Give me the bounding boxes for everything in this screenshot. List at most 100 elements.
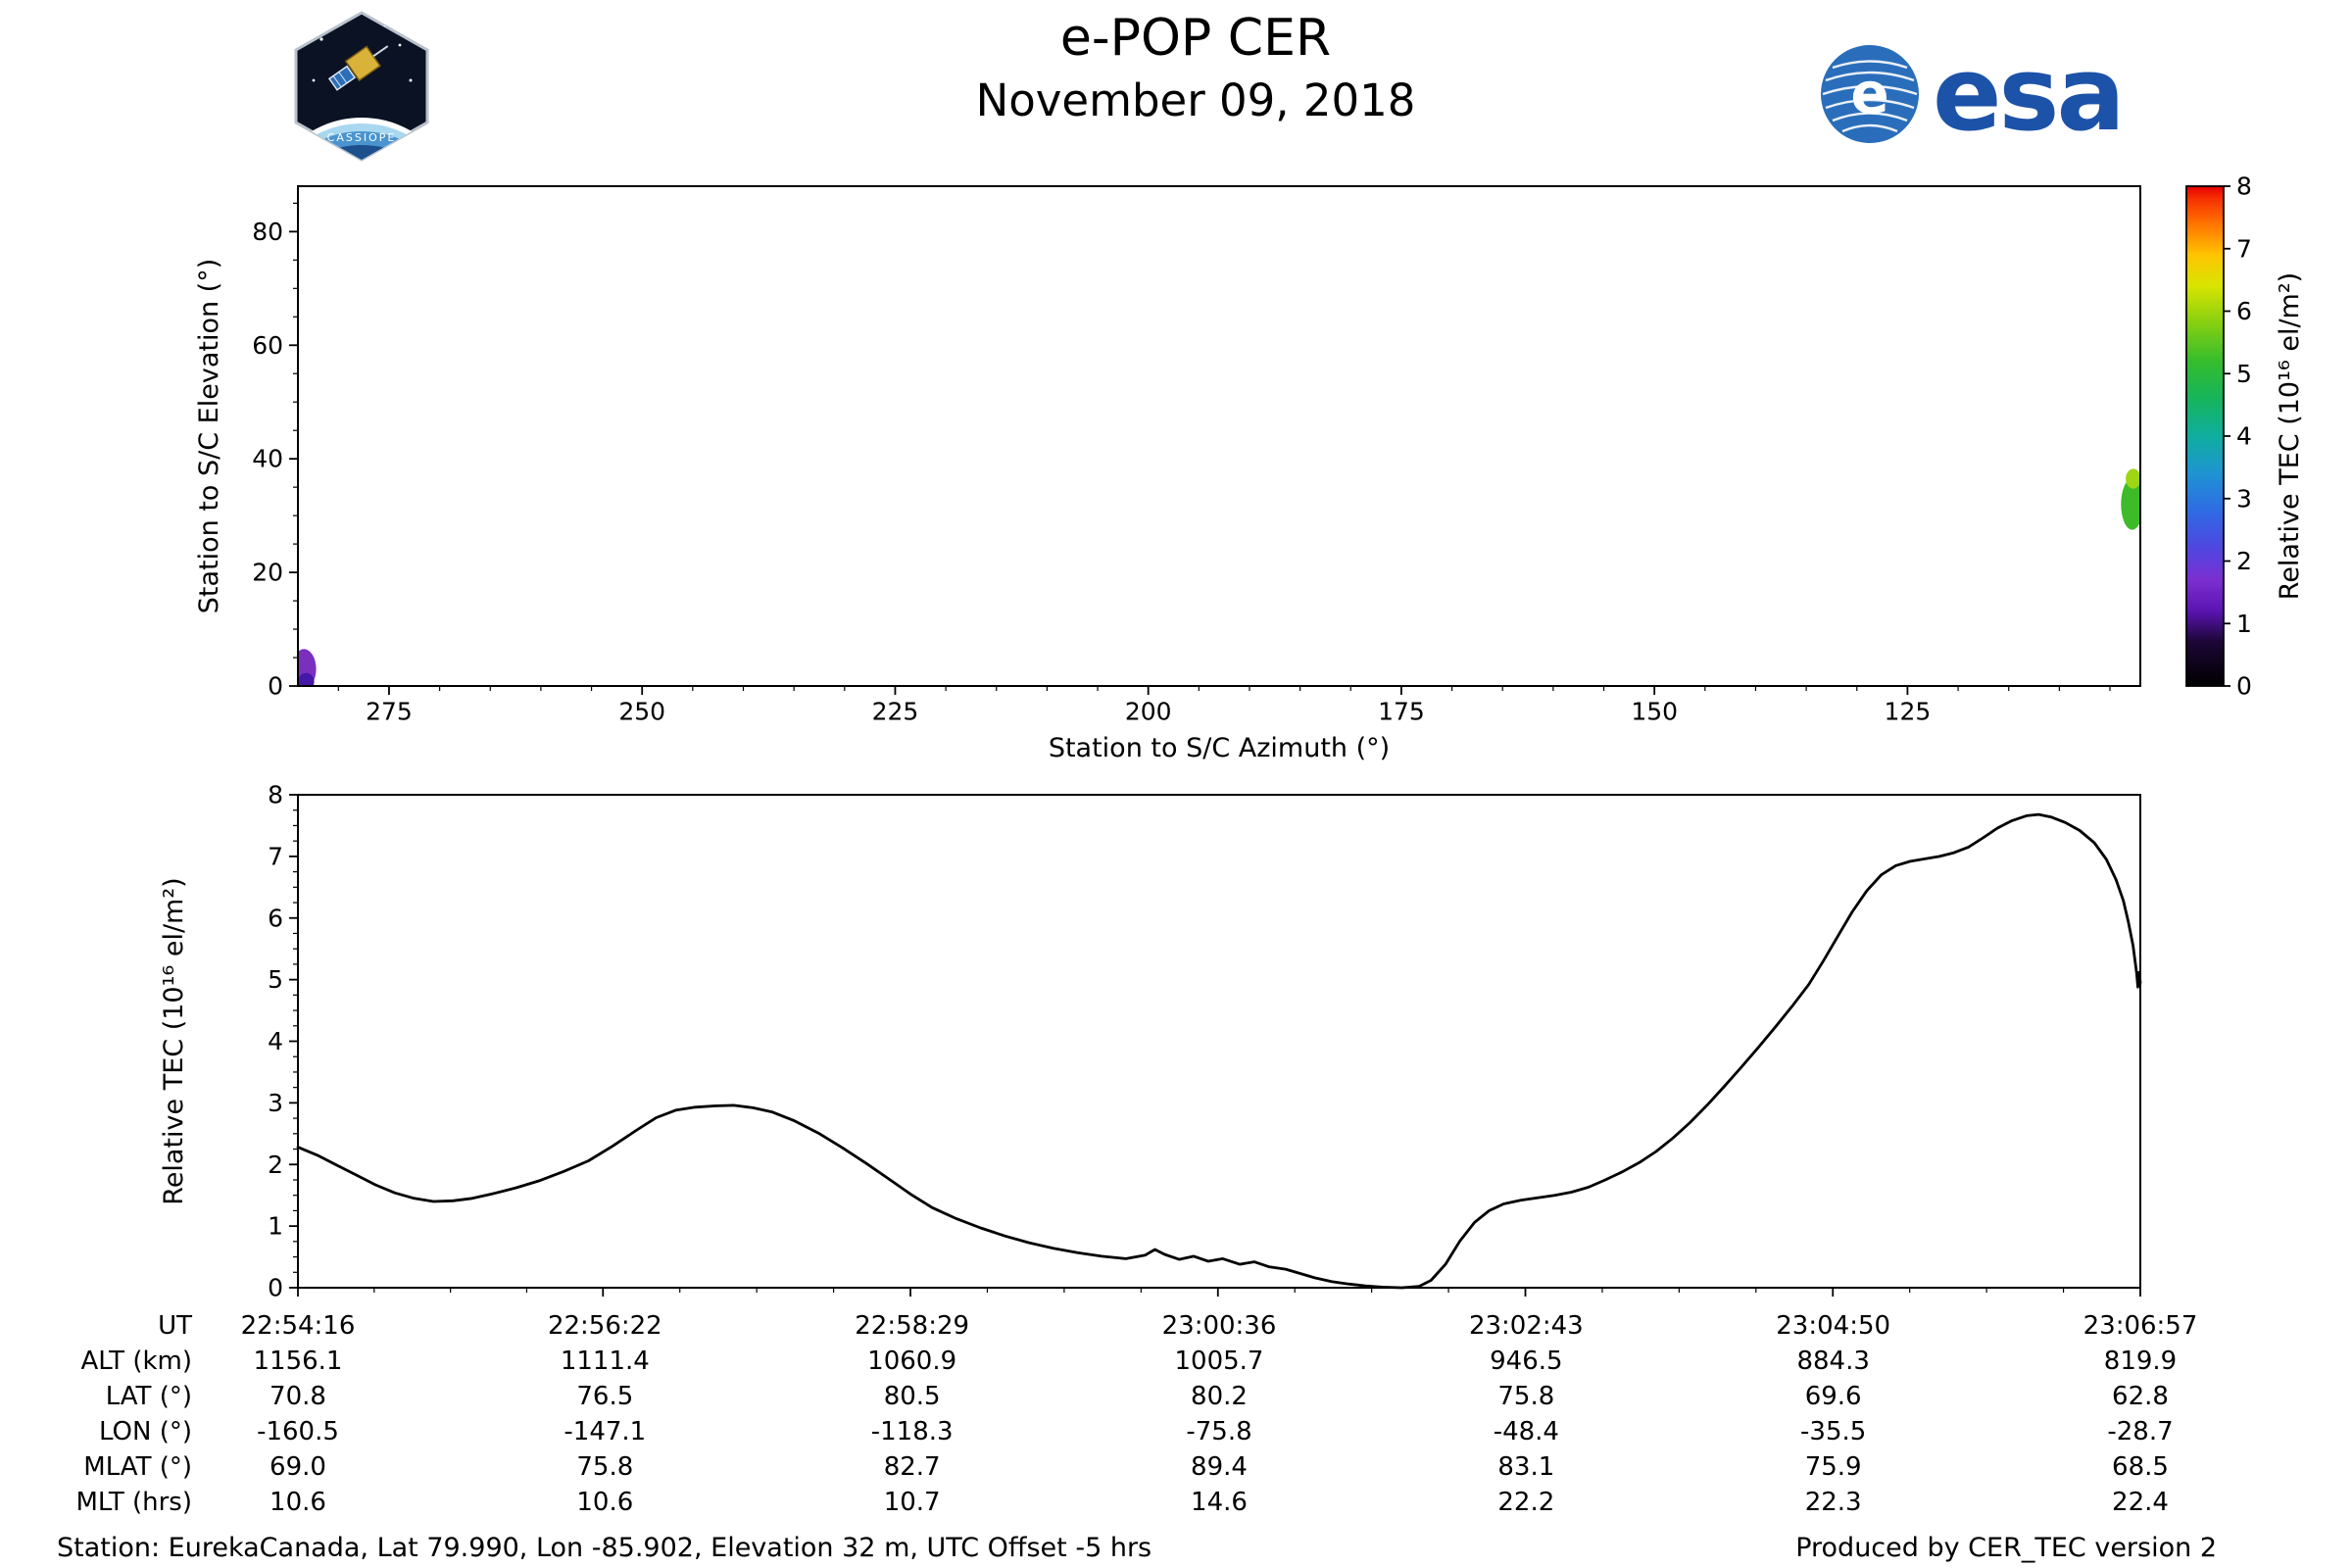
header: e-POP CER November 09, 2018 bbox=[0, 12, 2352, 123]
axis-table-cell-lat-3: 80.2 bbox=[1191, 1382, 1248, 1411]
esa-globe-e: e bbox=[1850, 60, 1888, 126]
colorbar-tick-label: 8 bbox=[2236, 172, 2252, 201]
axis-table-cell-mlat-4: 83.1 bbox=[1497, 1452, 1555, 1482]
axis-table-cell-lon-1: -147.1 bbox=[564, 1417, 647, 1446]
esa-logo: e esa bbox=[1819, 33, 2126, 154]
page-date: November 09, 2018 bbox=[975, 74, 1416, 126]
cassiope-mission-patch: CASSIOPE bbox=[294, 11, 429, 162]
bottom-plot-y-tick-label: 3 bbox=[268, 1089, 283, 1117]
cassiope-satellite-illustration bbox=[327, 45, 389, 91]
bottom-plot-y-tick-label: 2 bbox=[268, 1151, 283, 1179]
axis-table-cell-ut-1: 22:56:22 bbox=[547, 1311, 662, 1341]
esa-globe-icon: e bbox=[1821, 45, 1919, 143]
bottom-plot-ylabel: Relative TEC (10¹⁶ el/m²) bbox=[159, 877, 189, 1204]
top-plot-x-tick-label: 225 bbox=[872, 697, 919, 725]
page-title: e-POP CER bbox=[1059, 9, 1332, 68]
bottom-plot-frame bbox=[297, 794, 2141, 1289]
bottom-plot-y-tick-label: 5 bbox=[268, 965, 283, 994]
top-plot-y-tick-label: 0 bbox=[268, 672, 283, 701]
elevation-azimuth-plot: 275 250 225 200 175 150 125 0 20 40 60 80 Station to… bbox=[194, 185, 2141, 763]
colorbar-tick-label: 3 bbox=[2236, 484, 2252, 513]
colorbar-tick-label: 2 bbox=[2236, 547, 2252, 575]
axis-table-cell-lon-6: -28.7 bbox=[2107, 1417, 2174, 1446]
axis-table-cell-lat-4: 75.8 bbox=[1497, 1382, 1555, 1411]
top-plot-x-tick-label: 125 bbox=[1885, 697, 1932, 725]
sky-track-mark-1 bbox=[298, 672, 315, 686]
axis-table-cell-mlat-6: 68.5 bbox=[2112, 1452, 2169, 1482]
axis-table-cell-alt-6: 819.9 bbox=[2103, 1347, 2178, 1376]
bottom-plot-y-tick-label: 7 bbox=[268, 842, 283, 870]
colorbar-tick-label: 0 bbox=[2236, 672, 2252, 701]
sky-track-mark-2 bbox=[2121, 478, 2140, 530]
colorbar-tick-label: 4 bbox=[2236, 422, 2252, 451]
station-info: Station: EurekaCanada, Lat 79.990, Lon -… bbox=[57, 1533, 1152, 1563]
axis-table-cell-ut-0: 22:54:16 bbox=[240, 1311, 356, 1341]
axis-table-cell-alt-2: 1060.9 bbox=[867, 1347, 957, 1376]
axis-table-row-label-lon: LON (°) bbox=[98, 1417, 192, 1446]
axis-table-row-label-alt: ALT (km) bbox=[80, 1347, 192, 1376]
axis-table-cell-lat-2: 80.5 bbox=[883, 1382, 941, 1411]
colorbar-gradient bbox=[2185, 185, 2225, 687]
axis-table-cell-lon-2: -118.3 bbox=[870, 1417, 954, 1446]
axis-table-cell-mlat-3: 89.4 bbox=[1191, 1452, 1248, 1482]
axis-table-cell-mlt-6: 22.4 bbox=[2112, 1488, 2169, 1517]
axis-table-cell-ut-3: 23:00:36 bbox=[1161, 1311, 1277, 1341]
axis-table-cell-mlt-5: 22.3 bbox=[1804, 1488, 1862, 1517]
top-plot-y-ticks: 0 20 40 60 80 bbox=[252, 202, 298, 701]
sky-track-marks bbox=[298, 468, 2140, 686]
axis-table-cell-lat-0: 70.8 bbox=[270, 1382, 326, 1411]
bottom-plot-y-tick-label: 4 bbox=[268, 1027, 283, 1055]
top-plot-y-tick-label: 20 bbox=[252, 559, 283, 587]
axis-table-cell-mlt-4: 22.2 bbox=[1497, 1488, 1555, 1517]
axis-table-cell-lon-5: -35.5 bbox=[1800, 1417, 1867, 1446]
axis-table-cell-mlat-2: 82.7 bbox=[883, 1452, 941, 1482]
sky-track-mark-3 bbox=[2126, 468, 2140, 489]
axis-table-row-label-ut: UT bbox=[158, 1311, 192, 1341]
top-plot-x-tick-label: 175 bbox=[1378, 697, 1425, 725]
bottom-plot-y-tick-label: 0 bbox=[268, 1274, 283, 1302]
axis-table-row-label-mlt: MLT (hrs) bbox=[75, 1488, 193, 1517]
top-plot-x-ticks: 275 250 225 200 175 150 125 bbox=[337, 686, 2111, 725]
axis-table-cell-ut-6: 23:06:57 bbox=[2082, 1311, 2198, 1341]
bottom-plot-y-tick-label: 1 bbox=[268, 1212, 283, 1241]
tec-time-series-plot: 0 1 2 3 4 5 6 7 8 Relative TEC (10¹⁶ el/m²) bbox=[159, 781, 2142, 1302]
axis-table-cell-lat-6: 62.8 bbox=[2112, 1382, 2169, 1411]
axis-table-cell-alt-5: 884.3 bbox=[1796, 1347, 1870, 1376]
axis-table-cell-alt-1: 1111.4 bbox=[560, 1347, 650, 1376]
axis-table-cell-ut-4: 23:02:43 bbox=[1468, 1311, 1584, 1341]
top-plot-y-tick-label: 80 bbox=[252, 218, 283, 246]
axis-table-cell-lat-5: 69.6 bbox=[1804, 1382, 1862, 1411]
axis-table-cell-mlt-3: 14.6 bbox=[1191, 1488, 1248, 1517]
axis-table-cell-alt-3: 1005.7 bbox=[1174, 1347, 1264, 1376]
axis-table-row-label-lat: LAT (°) bbox=[105, 1382, 192, 1411]
colorbar: 0 1 2 3 4 5 6 7 8 Relative TEC (10¹⁶ el/m²) bbox=[2185, 172, 2305, 701]
tec-curve bbox=[296, 812, 2142, 1290]
colorbar-tick-label: 7 bbox=[2236, 234, 2252, 263]
patch-artwork: CASSIOPE bbox=[296, 22, 427, 160]
top-plot-frame bbox=[297, 185, 2141, 687]
axis-table-cell-ut-2: 22:58:29 bbox=[855, 1311, 970, 1341]
top-plot-x-tick-label: 250 bbox=[618, 697, 665, 725]
top-plot-y-tick-label: 60 bbox=[252, 331, 283, 360]
axis-table-cell-ut-5: 23:04:50 bbox=[1776, 1311, 1891, 1341]
top-plot-x-tick-label: 200 bbox=[1125, 697, 1172, 725]
colorbar-tick-label: 1 bbox=[2236, 610, 2252, 638]
axis-table-cell-lon-0: -160.5 bbox=[257, 1417, 339, 1446]
top-plot-ylabel: Station to S/C Elevation (°) bbox=[194, 259, 224, 614]
colorbar-tick-label: 5 bbox=[2236, 360, 2252, 388]
axis-table-cell-mlat-5: 75.9 bbox=[1804, 1452, 1862, 1482]
axis-table-cell-mlt-0: 10.6 bbox=[270, 1488, 326, 1517]
patch-title: CASSIOPE bbox=[327, 131, 397, 144]
colorbar-tick-label: 6 bbox=[2236, 297, 2252, 325]
axis-table-cell-lon-4: -48.4 bbox=[1493, 1417, 1559, 1446]
axis-table-cell-lat-1: 76.5 bbox=[576, 1382, 634, 1411]
axis-table-cell-mlt-2: 10.7 bbox=[883, 1488, 941, 1517]
axis-table-cell-lon-3: -75.8 bbox=[1186, 1417, 1252, 1446]
colorbar-label: Relative TEC (10¹⁶ el/m²) bbox=[2275, 272, 2305, 600]
produced-by: Produced by CER_TEC version 2 bbox=[1795, 1533, 2217, 1563]
axis-table-cell-mlat-0: 69.0 bbox=[270, 1452, 326, 1482]
esa-logo-text: esa bbox=[1933, 33, 2126, 154]
axis-table-cell-alt-0: 1156.1 bbox=[253, 1347, 343, 1376]
